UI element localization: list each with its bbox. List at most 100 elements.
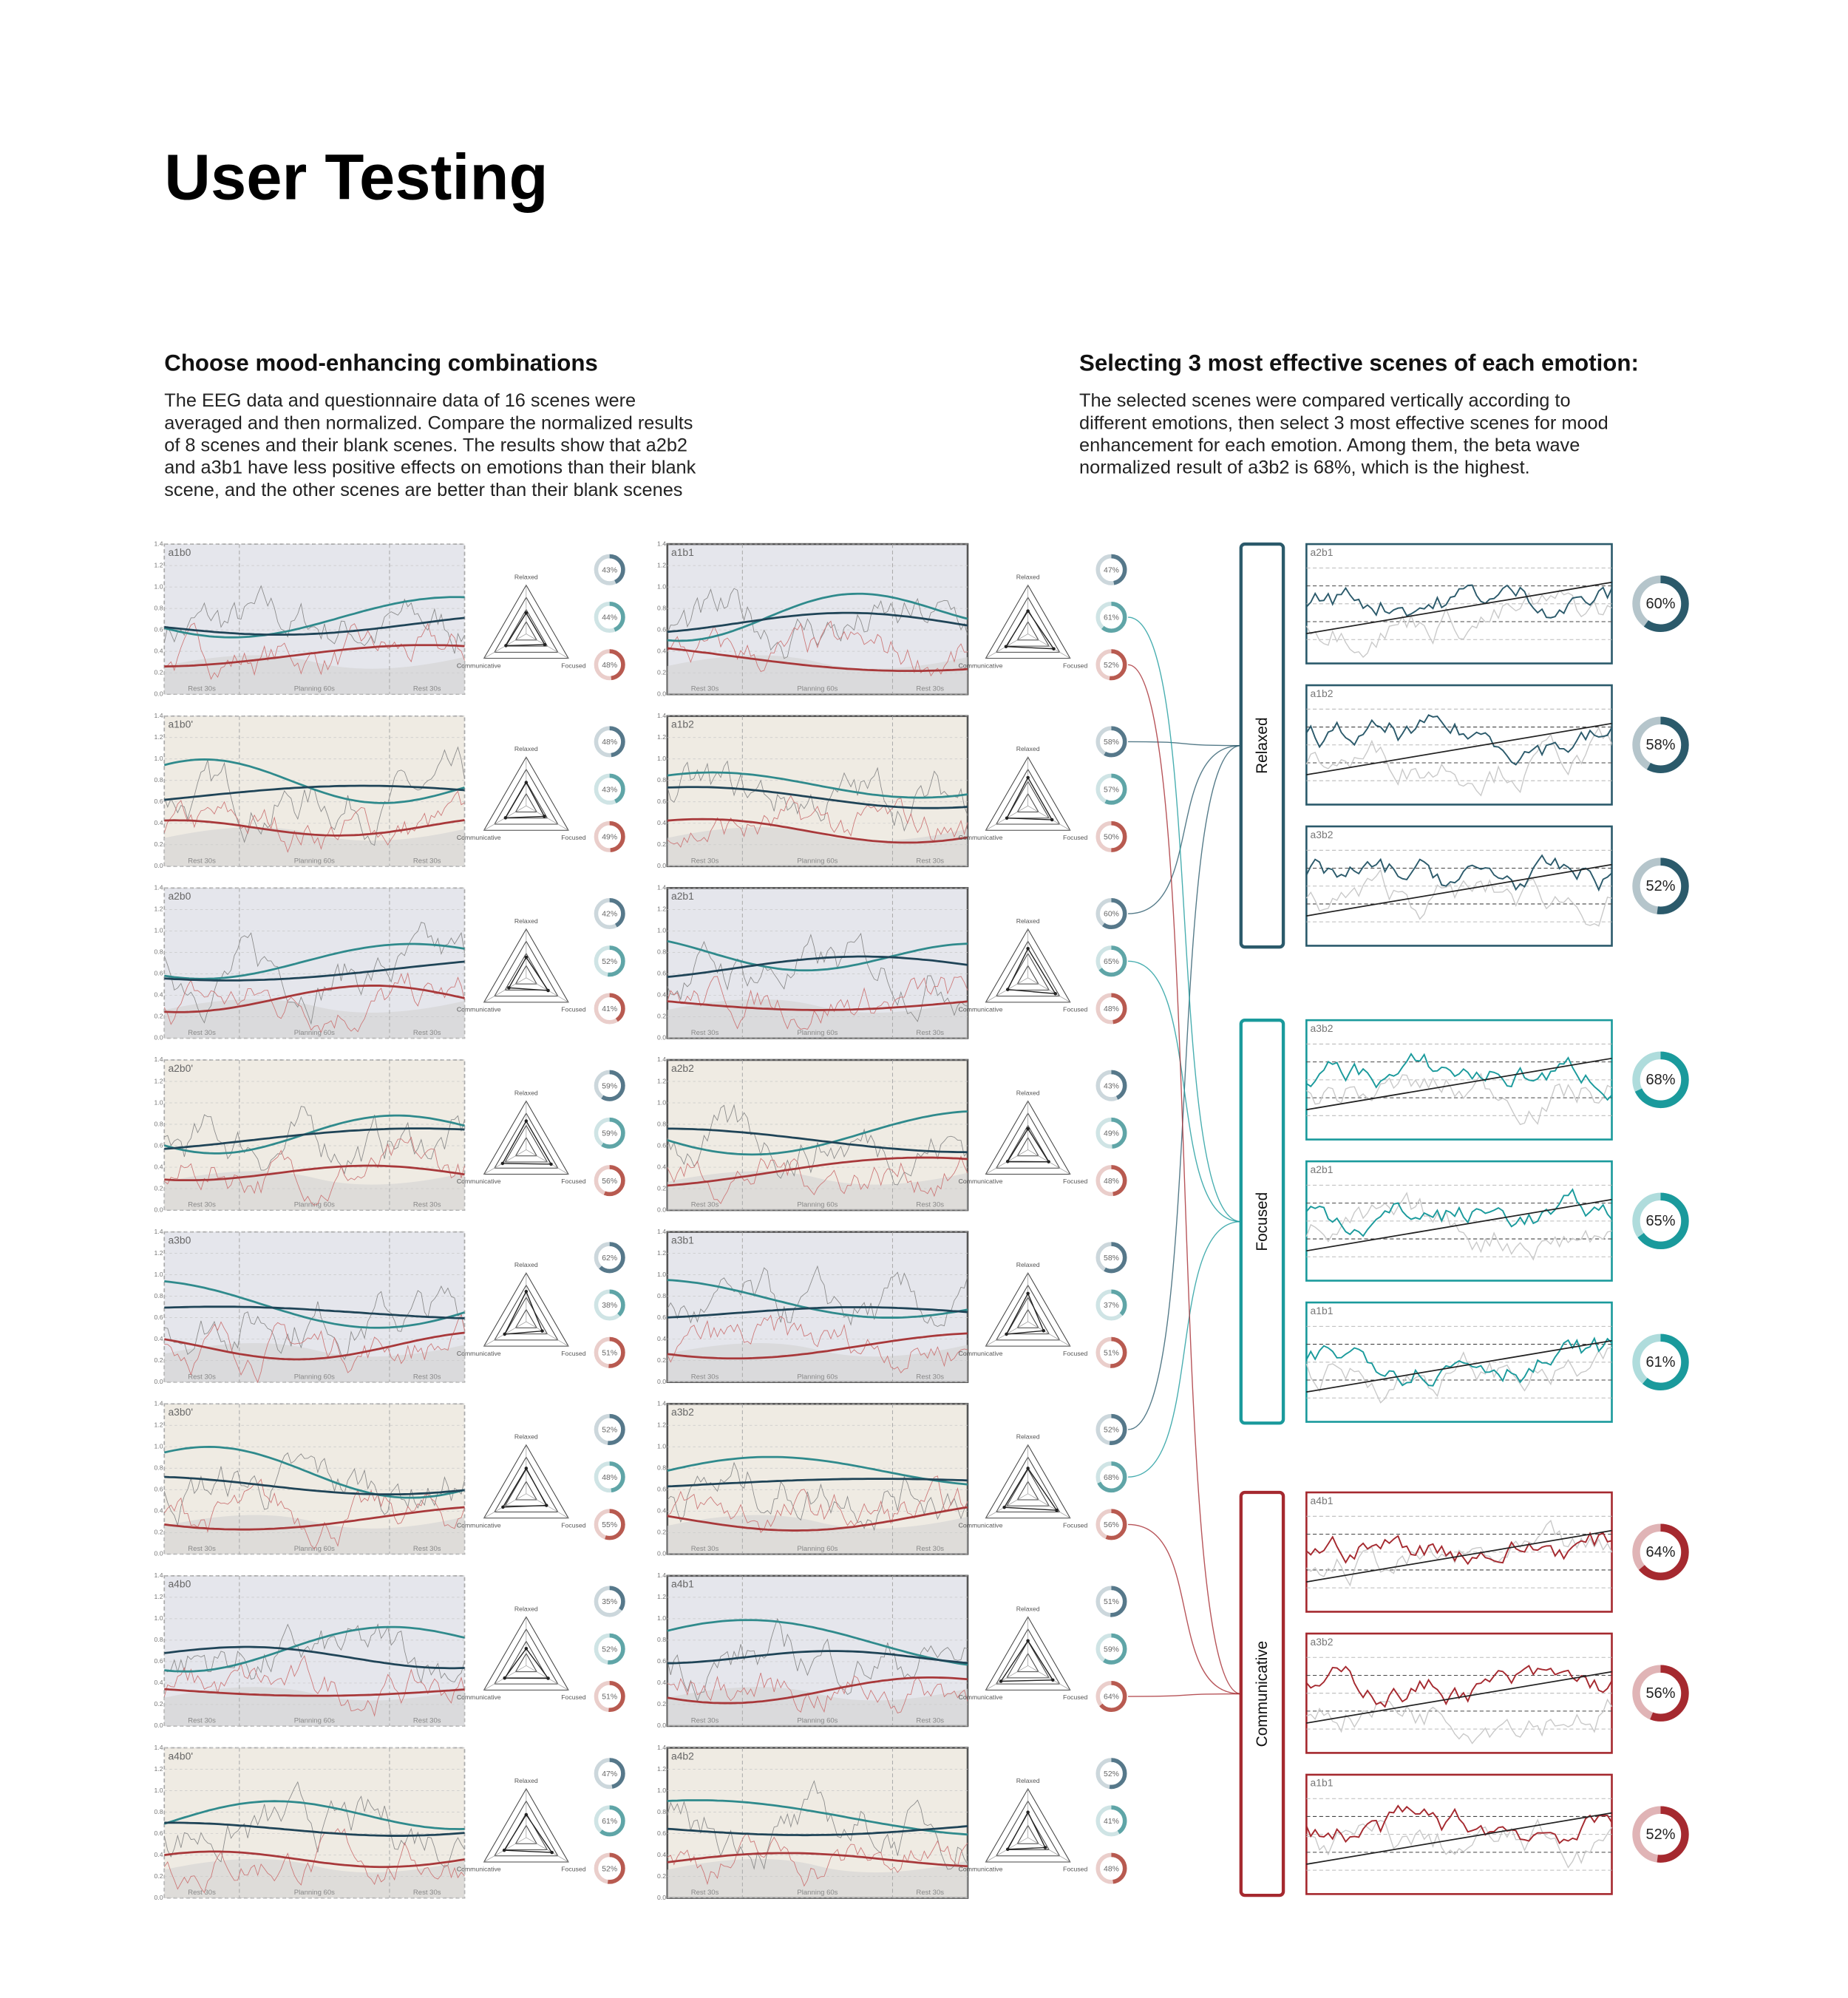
- radar-point: [1043, 1846, 1047, 1849]
- eeg-relaxed: [667, 1825, 968, 1837]
- eeg-raw: [163, 585, 465, 654]
- phase-label: Rest 30s: [691, 1545, 719, 1553]
- donut-label: 43%: [602, 786, 617, 794]
- raw-line: [1305, 1519, 1613, 1587]
- radar-axis: [985, 1665, 1028, 1691]
- donut-arc: [594, 1805, 625, 1837]
- eeg-raw: [667, 1832, 968, 1887]
- phase-label: Rest 30s: [188, 1545, 216, 1553]
- donut-arc: [1632, 1665, 1689, 1722]
- y-tick-label: 1.2: [154, 905, 163, 913]
- radar-axis: [1027, 805, 1070, 831]
- y-tick-label: 0.8: [657, 1120, 666, 1127]
- radar-point: [540, 1329, 544, 1333]
- phase-label: Rest 30s: [413, 685, 441, 693]
- donut-label: 52%: [602, 1645, 617, 1654]
- donut-arc: [594, 1289, 625, 1321]
- y-tick-label: 0.6: [657, 625, 666, 633]
- y-tick-label: 1.4: [154, 540, 163, 547]
- donut-label: 49%: [1104, 1130, 1119, 1138]
- y-tick-label: 0.0: [154, 1550, 163, 1557]
- radar-shape: [503, 1648, 549, 1679]
- paragraph-line: enhancement for each emotion. Among them…: [1079, 435, 1580, 455]
- chart-label: a3b2: [1311, 829, 1334, 840]
- chart-label: a1b1: [1311, 1305, 1334, 1316]
- y-tick-label: 1.4: [154, 1744, 163, 1751]
- radar-point: [1050, 818, 1054, 822]
- radar-label: Relaxed: [514, 917, 538, 925]
- donut-arc: [1095, 1758, 1127, 1790]
- radar-axis: [483, 977, 527, 1003]
- radar-ring: [483, 1272, 569, 1347]
- radar-shape: [1006, 1811, 1047, 1850]
- scene-label: a4b2: [671, 1750, 694, 1761]
- chart-label: a2b1: [1311, 546, 1334, 558]
- y-tick-label: 0.6: [154, 625, 163, 633]
- y-tick-label: 1.4: [657, 1744, 666, 1751]
- donut-arc: [1632, 1806, 1689, 1863]
- radar-axis: [1027, 633, 1070, 659]
- eeg-focused: [667, 592, 968, 642]
- phase-label: Rest 30s: [916, 1029, 944, 1037]
- donut-arc: [1632, 1523, 1689, 1580]
- eeg-focused: [163, 596, 465, 639]
- eeg-relaxed: [164, 1305, 465, 1319]
- donut-label: 68%: [1646, 1072, 1676, 1088]
- donut-label: 64%: [1104, 1693, 1119, 1702]
- scenery: [667, 1687, 968, 1726]
- radar-label: Communicative: [959, 1866, 1003, 1873]
- emotion-line: [1305, 1804, 1613, 1844]
- eeg-raw: [667, 620, 968, 677]
- radar-ring: [504, 952, 548, 990]
- y-tick-label: 0.8: [154, 1636, 163, 1643]
- phase-label: Rest 30s: [413, 1717, 441, 1725]
- trend-line: [1306, 1057, 1612, 1111]
- y-tick-label: 0.8: [154, 604, 163, 611]
- y-tick-label: 1.2: [154, 1593, 163, 1600]
- radar-point: [1005, 1332, 1008, 1336]
- radar-point: [1055, 1508, 1059, 1512]
- donut-label: 41%: [1104, 1818, 1119, 1826]
- donut-label: 52%: [1104, 1427, 1119, 1435]
- y-tick-label: 1.0: [154, 582, 163, 590]
- y-tick-label: 0.2: [657, 1529, 666, 1536]
- radar-shape: [505, 611, 546, 647]
- radar-shape: [503, 1290, 543, 1335]
- eeg-focused: [667, 1619, 968, 1666]
- phase-label: Rest 30s: [188, 1889, 216, 1897]
- y-tick-label: 0.4: [154, 1507, 163, 1515]
- radar-ring: [1006, 1297, 1050, 1335]
- radar-label: Relaxed: [1016, 1433, 1040, 1441]
- y-tick-label: 1.2: [657, 1765, 666, 1773]
- donut-label: 51%: [602, 1693, 617, 1702]
- y-tick-label: 0.6: [657, 1657, 666, 1665]
- radar-label: Focused: [561, 1521, 585, 1529]
- radar-point: [503, 816, 508, 820]
- radar-ring: [514, 965, 538, 985]
- radar-label: Focused: [1063, 1178, 1087, 1185]
- eeg-relaxed: [667, 1478, 968, 1488]
- scenery: [667, 1171, 968, 1211]
- scenery: [667, 827, 968, 866]
- radar-ring: [514, 1824, 538, 1844]
- phase-label: Rest 30s: [916, 685, 944, 693]
- radar-ring: [1016, 965, 1039, 985]
- radar-ring: [995, 1112, 1061, 1169]
- scene-label: a3b1: [671, 1234, 694, 1246]
- radar-label: Focused: [561, 1350, 585, 1357]
- y-tick-label: 0.6: [657, 1829, 666, 1837]
- trend-chart: [1305, 1773, 1613, 1895]
- radar-label: Focused: [1063, 662, 1087, 669]
- phase-label: Rest 30s: [413, 1201, 441, 1209]
- eeg-communicative: [667, 1000, 968, 1011]
- radar-shape: [1006, 1127, 1050, 1163]
- radar-ring: [985, 1444, 1071, 1519]
- phase-label: Rest 30s: [916, 1717, 944, 1725]
- radar-ring: [1016, 792, 1039, 812]
- scene-label: a3b0': [168, 1406, 193, 1418]
- donut-label: 52%: [1646, 1827, 1676, 1843]
- donut-arc: [1095, 1117, 1127, 1149]
- y-tick-label: 0.0: [657, 1378, 666, 1385]
- phase-label: Rest 30s: [188, 1373, 216, 1381]
- y-tick-label: 1.4: [154, 1056, 163, 1063]
